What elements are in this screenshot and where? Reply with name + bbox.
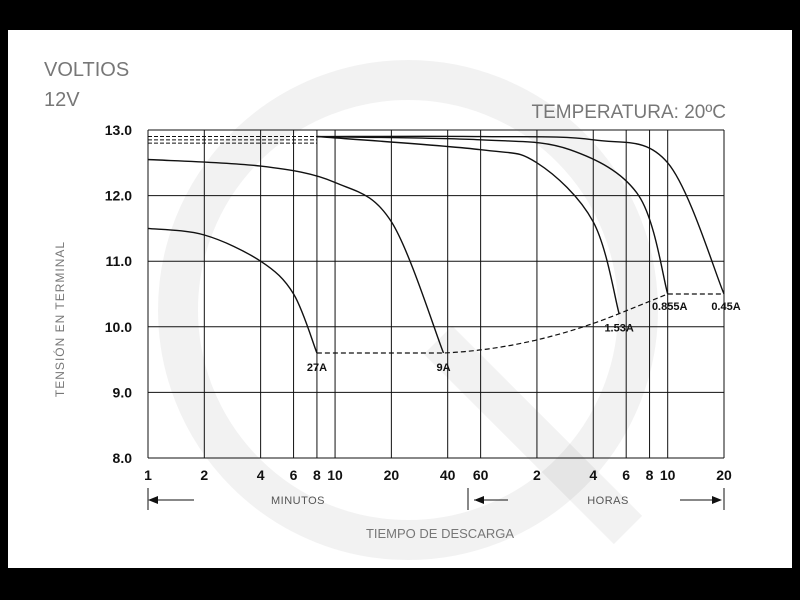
y-tick-label-1: 12.0	[105, 188, 132, 204]
x-tick-label-0-0: 1	[144, 467, 152, 483]
curve-0_45A	[316, 135, 725, 295]
curve-0_855A	[316, 135, 669, 295]
curve-label-2: 1.53A	[604, 323, 633, 335]
x-axis-title: TIEMPO DE DESCARGA	[366, 526, 514, 541]
x-tick-label-1-3: 8	[646, 467, 654, 483]
curve-label-3: 0.855A	[652, 301, 688, 313]
y-tick-label-4: 9.0	[113, 384, 133, 400]
minutes-bracket: MINUTOS	[147, 488, 469, 510]
discharge-chart: VOLTIOS 12V TEMPERATURA: 20ºC TENSIÓN EN…	[44, 59, 741, 560]
nominal-voltage-label: 12V	[44, 89, 80, 111]
hours-label: HORAS	[587, 495, 629, 507]
curve-9A	[147, 158, 445, 354]
x-tick-labels: 1 2 4 6 8 10 20 40 60 2 4 6 8 10 20	[144, 467, 732, 483]
initial-voltage-dashes	[148, 136, 317, 144]
minutes-label: MINUTOS	[271, 495, 325, 507]
x-tick-label-1-5: 20	[716, 467, 732, 483]
curve-labels: 27A 9A 1.53A 0.855A 0.45A	[307, 301, 741, 374]
y-tick-labels: 13.0 12.0 11.0 10.0 9.0 8.0	[105, 122, 132, 466]
curve-27A	[147, 227, 318, 354]
x-tick-label-0-2: 4	[257, 467, 265, 483]
curve-label-0: 27A	[307, 362, 327, 374]
y-axis-title: TENSIÓN EN TERMINAL	[52, 241, 67, 397]
x-tick-label-0-1: 2	[200, 467, 208, 483]
discharge-curves	[147, 135, 725, 354]
y-units-label: VOLTIOS	[44, 59, 129, 81]
x-tick-label-0-7: 40	[440, 467, 456, 483]
x-tick-label-0-8: 60	[473, 467, 489, 483]
x-tick-label-1-1: 4	[589, 467, 597, 483]
x-tick-label-0-4: 8	[313, 467, 321, 483]
x-tick-label-1-2: 6	[622, 467, 630, 483]
y-tick-label-0: 13.0	[105, 122, 132, 138]
y-tick-label-2: 11.0	[106, 253, 133, 269]
y-tick-label-5: 8.0	[113, 450, 133, 466]
x-tick-label-1-0: 2	[533, 467, 541, 483]
x-tick-label-0-5: 10	[327, 467, 343, 483]
x-tick-label-0-6: 20	[384, 467, 400, 483]
end-voltage-dashed-line	[316, 293, 724, 354]
curve-label-1: 9A	[436, 362, 450, 374]
y-tick-label-3: 10.0	[105, 319, 132, 335]
chart-panel: VOLTIOS 12V TEMPERATURA: 20ºC TENSIÓN EN…	[8, 30, 792, 568]
watermark	[158, 60, 658, 560]
curve-label-4: 0.45A	[711, 301, 740, 313]
x-tick-label-0-3: 6	[290, 467, 298, 483]
hours-bracket: HORAS	[474, 488, 725, 510]
curve-1_53A	[316, 135, 620, 314]
temperature-label: TEMPERATURA: 20ºC	[531, 102, 726, 123]
x-tick-label-1-4: 10	[660, 467, 676, 483]
